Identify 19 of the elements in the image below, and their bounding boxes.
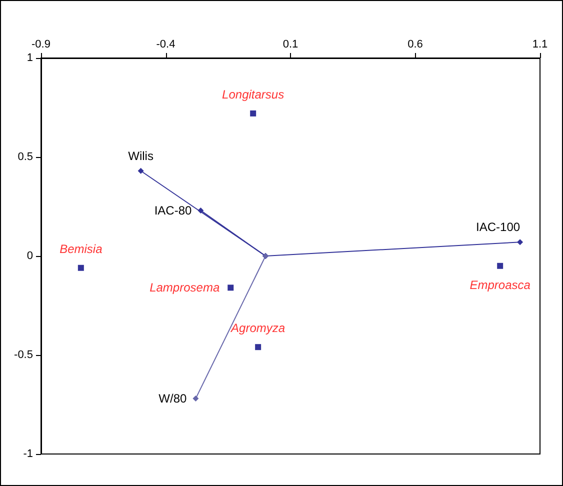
series-label: Agromyza <box>230 321 286 336</box>
series-label: Bemisia <box>60 242 103 256</box>
y-tick-label: -0.5 <box>14 349 33 361</box>
series-label: Emproasca <box>470 278 531 292</box>
series-label: Lamprosema <box>150 280 220 295</box>
x-tick-label: 1.1 <box>532 38 548 50</box>
series-label: IAC-80 <box>154 203 192 218</box>
x-tick-label: -0.9 <box>32 38 50 50</box>
y-tick-label: 0 <box>26 250 33 262</box>
series-label: W/80 <box>158 392 188 406</box>
series-label: IAC-100 <box>476 220 520 234</box>
x-tick-label: 0.1 <box>282 38 298 50</box>
series-label: Wilis <box>128 148 154 163</box>
y-tick-label: -1 <box>23 448 33 460</box>
x-tick-label: 0.6 <box>408 38 423 50</box>
series-label: Longitarsus <box>222 87 284 102</box>
y-tick-label: 1 <box>26 52 33 64</box>
x-tick-label: -0.4 <box>156 38 176 50</box>
y-tick-label: 0.5 <box>18 151 33 163</box>
